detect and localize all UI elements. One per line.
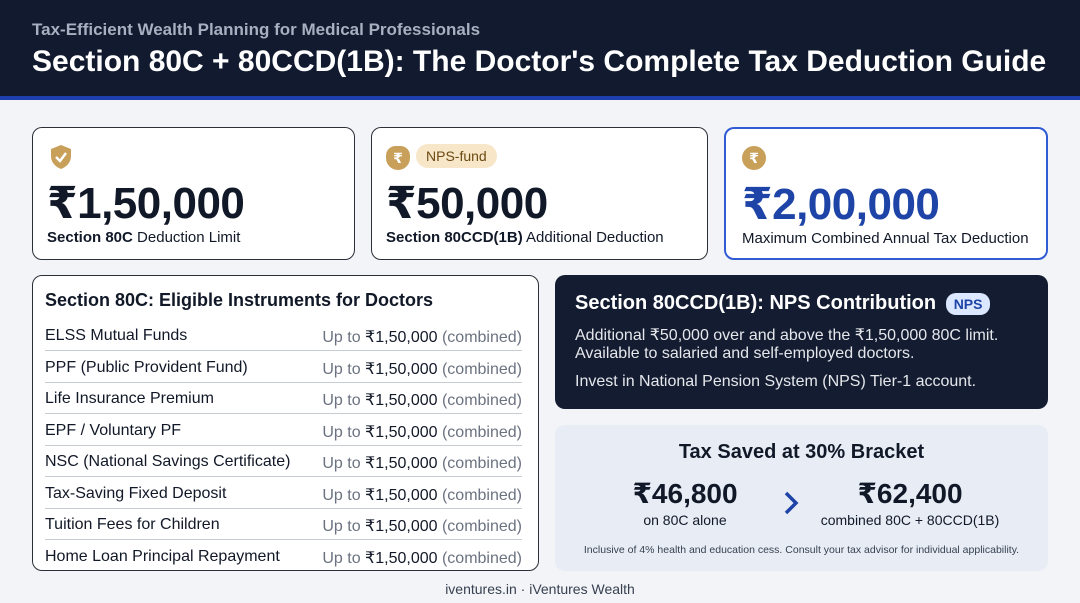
instrument-limit: Up to ₹1,50,000 (combined) xyxy=(322,548,522,568)
nps-line: Additional ₹50,000 over and above the ₹1… xyxy=(575,327,999,344)
instrument-limit: Up to ₹1,50,000 (combined) xyxy=(322,327,522,347)
instrument-limit: Up to ₹1,50,000 (combined) xyxy=(322,390,522,410)
limit-note: (combined) xyxy=(441,455,522,472)
card-badge: NPS-fund xyxy=(416,144,497,168)
instrument-name: ELSS Mutual Funds xyxy=(45,327,188,344)
instrument-name: Tax-Saving Fixed Deposit xyxy=(45,484,227,502)
shield-icon xyxy=(51,145,71,169)
savings-amount: ₹62,400 xyxy=(857,478,963,509)
limit-prefix: Up to xyxy=(322,423,361,441)
limit-amount: ₹1,50,000 xyxy=(365,392,438,409)
instrument-limit: Up to ₹1,50,000 (combined) xyxy=(322,453,522,473)
limit-amount: ₹1,50,000 xyxy=(365,423,438,441)
header-title: Section 80C + 80CCD(1B): The Doctor's Co… xyxy=(32,45,1047,78)
card-label: Maximum Combined Annual Tax Deduction xyxy=(742,230,1029,247)
limit-amount: ₹1,50,000 xyxy=(365,549,438,567)
limit-amount: ₹1,50,000 xyxy=(365,455,438,472)
limit-note: (combined) xyxy=(441,549,522,567)
card: ₹ NPS-fund ₹50,000 Section 80CCD(1B) Add… xyxy=(371,127,708,260)
instrument-limit: Up to ₹1,50,000 (combined) xyxy=(322,516,522,536)
savings-title: Tax Saved at 30% Bracket xyxy=(678,441,925,463)
nps-panel: Section 80CCD(1B): NPS Contribution NPS … xyxy=(555,275,1048,409)
panel-title: Section 80C: Eligible Instruments for Do… xyxy=(45,290,434,310)
instrument-row: Tuition Fees for Children Up to ₹1,50,000… xyxy=(45,509,522,540)
instrument-limit: Up to ₹1,50,000 (combined) xyxy=(322,422,522,442)
limit-prefix: Up to xyxy=(322,329,361,346)
limit-note: (combined) xyxy=(441,518,522,535)
limit-amount: ₹1,50,000 xyxy=(365,360,438,378)
card-label-bold: Section 80C xyxy=(47,229,133,246)
limit-amount: ₹1,50,000 xyxy=(365,518,438,535)
card-amount: ₹50,000 xyxy=(386,179,548,228)
limit-prefix: Up to xyxy=(322,455,361,472)
footer: iventures.in · iVentures Wealth xyxy=(445,581,635,597)
savings-amount: ₹46,800 xyxy=(632,478,738,509)
savings-panel: Tax Saved at 30% Bracket ₹46,800 on 80C … xyxy=(555,425,1048,571)
instrument-name: PPF (Public Provident Fund) xyxy=(45,358,248,376)
card: ₹ ₹2,00,000 Maximum Combined Annual Tax … xyxy=(724,127,1048,260)
instruments-panel: Section 80C: Eligible Instruments for Do… xyxy=(32,275,539,571)
limit-prefix: Up to xyxy=(322,392,361,409)
header-subtitle: Tax-Efficient Wealth Planning for Medica… xyxy=(32,20,481,39)
card-label: Section 80C Deduction Limit xyxy=(47,229,240,246)
savings-label: on 80C alone xyxy=(643,512,727,528)
instrument-row: Life Insurance Premium Up to ₹1,50,000 (c… xyxy=(45,383,522,414)
limit-note: (combined) xyxy=(441,486,522,504)
card: ₹1,50,000 Section 80C Deduction Limit xyxy=(32,127,355,260)
instrument-row: Tax-Saving Fixed Deposit Up to ₹1,50,000 … xyxy=(45,478,522,509)
limit-prefix: Up to xyxy=(322,360,361,378)
panel-title: Section 80CCD(1B): NPS Contribution NPS xyxy=(575,292,991,315)
instrument-name: Tuition Fees for Children xyxy=(45,516,220,533)
instrument-row: PPF (Public Provident Fund) Up to ₹1,50,0… xyxy=(45,352,522,383)
header: Tax-Efficient Wealth Planning for Medica… xyxy=(0,0,1080,100)
limit-prefix: Up to xyxy=(322,518,361,535)
card-label-bold: Section 80CCD(1B) xyxy=(386,229,523,246)
savings-label: combined 80C + 80CCD(1B) xyxy=(820,512,1000,528)
nps-title: Section 80CCD(1B): NPS Contribution xyxy=(575,292,937,314)
limit-amount: ₹1,50,000 xyxy=(365,329,438,346)
instrument-name: Home Loan Principal Repayment xyxy=(45,547,280,565)
instrument-name: Life Insurance Premium xyxy=(45,390,214,407)
card-label-text: Deduction Limit xyxy=(137,229,241,246)
limit-prefix: Up to xyxy=(322,486,361,504)
instrument-limit: Up to ₹1,50,000 (combined) xyxy=(322,359,522,379)
card-amount: ₹1,50,000 xyxy=(47,179,245,228)
limit-amount: ₹1,50,000 xyxy=(365,486,438,504)
nps-line: Available to salaried and self-employed … xyxy=(575,345,915,362)
bag-icon: ₹ xyxy=(386,146,410,170)
arrow-icon xyxy=(784,491,799,515)
limit-note: (combined) xyxy=(441,423,522,441)
instrument-row: Home Loan Principal Repayment Up to ₹1,50… xyxy=(45,541,522,572)
card-label: Section 80CCD(1B) Additional Deduction xyxy=(386,229,664,246)
instrument-name: EPF / Voluntary PF xyxy=(45,421,182,439)
nps-line: Invest in National Pension System (NPS) … xyxy=(575,373,977,390)
limit-note: (combined) xyxy=(441,329,522,346)
coin-icon: ₹ xyxy=(742,146,766,170)
card-label-text: Additional Deduction xyxy=(526,229,664,246)
instrument-limit: Up to ₹1,50,000 (combined) xyxy=(322,485,522,505)
instrument-row: EPF / Voluntary PF Up to ₹1,50,000 (combi… xyxy=(45,415,522,446)
limit-prefix: Up to xyxy=(322,549,361,567)
instrument-row: ELSS Mutual Funds Up to ₹1,50,000 (combin… xyxy=(45,320,522,351)
instrument-row: NSC (National Savings Certificate) Up to … xyxy=(45,446,522,477)
card-amount: ₹2,00,000 xyxy=(742,180,940,229)
savings-footnote: Inclusive of 4% health and education ces… xyxy=(583,544,1020,556)
instrument-name: NSC (National Savings Certificate) xyxy=(45,453,291,470)
limit-note: (combined) xyxy=(441,360,522,378)
limit-note: (combined) xyxy=(441,392,522,409)
nps-badge: NPS xyxy=(945,293,991,315)
